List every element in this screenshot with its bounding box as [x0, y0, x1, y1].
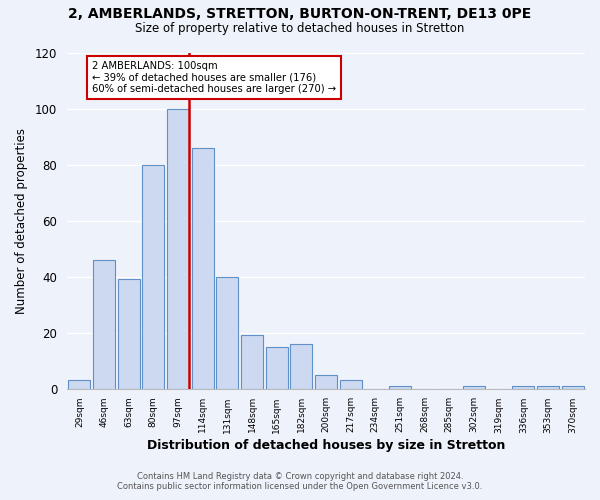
Bar — [389, 386, 411, 388]
Bar — [241, 336, 263, 388]
Bar — [142, 164, 164, 388]
Text: Contains HM Land Registry data © Crown copyright and database right 2024.
Contai: Contains HM Land Registry data © Crown c… — [118, 472, 482, 491]
X-axis label: Distribution of detached houses by size in Stretton: Distribution of detached houses by size … — [147, 440, 505, 452]
Bar — [315, 374, 337, 388]
Bar — [290, 344, 313, 388]
Bar — [266, 346, 288, 389]
Text: 2, AMBERLANDS, STRETTON, BURTON-ON-TRENT, DE13 0PE: 2, AMBERLANDS, STRETTON, BURTON-ON-TRENT… — [68, 8, 532, 22]
Bar — [340, 380, 362, 388]
Bar — [562, 386, 584, 388]
Bar — [68, 380, 91, 388]
Bar — [463, 386, 485, 388]
Text: 2 AMBERLANDS: 100sqm
← 39% of detached houses are smaller (176)
60% of semi-deta: 2 AMBERLANDS: 100sqm ← 39% of detached h… — [92, 61, 336, 94]
Bar — [512, 386, 535, 388]
Bar — [93, 260, 115, 388]
Text: Size of property relative to detached houses in Stretton: Size of property relative to detached ho… — [136, 22, 464, 35]
Bar — [537, 386, 559, 388]
Bar — [191, 148, 214, 388]
Bar — [118, 280, 140, 388]
Bar — [167, 108, 189, 388]
Y-axis label: Number of detached properties: Number of detached properties — [15, 128, 28, 314]
Bar — [216, 276, 238, 388]
